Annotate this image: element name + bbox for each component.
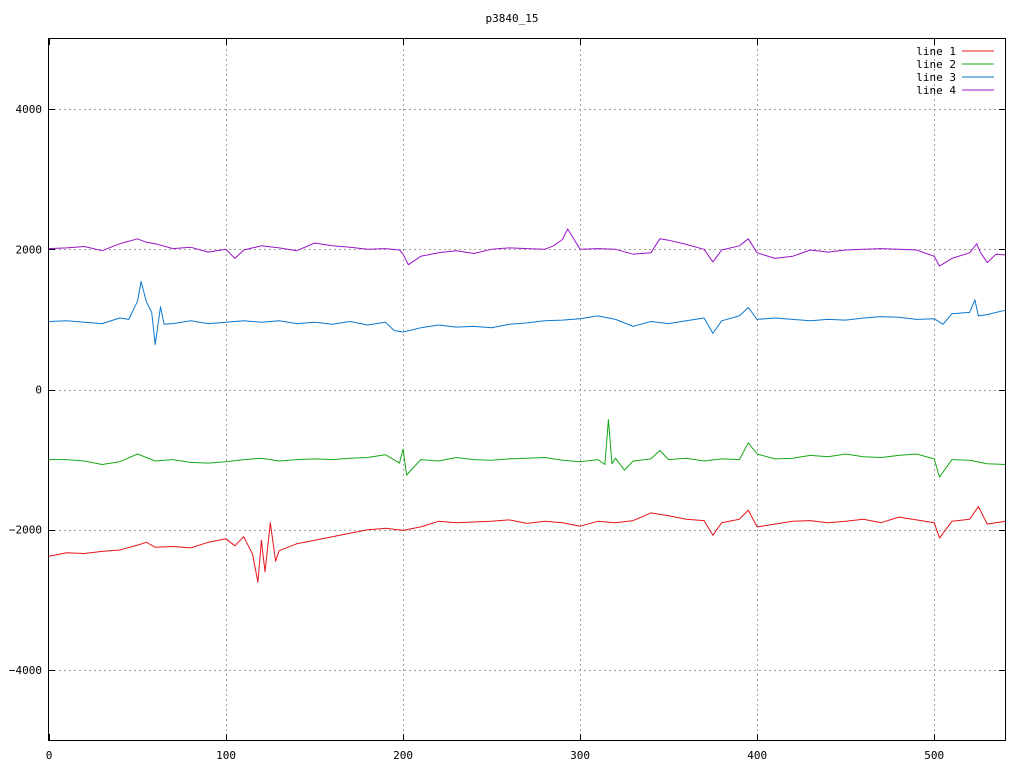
legend-label-1: line 1 [916, 45, 956, 58]
legend-label-3: line 3 [916, 71, 956, 84]
series-line-2 [49, 419, 1006, 478]
y-tick-label: 2000 [16, 243, 43, 256]
series-group [48, 228, 1006, 583]
y-tick-label: −2000 [9, 524, 42, 537]
x-tick-label: 500 [924, 749, 944, 762]
axis-ticks: 0 100 200 300 400 500 −4000 −2000 0 2000 4000 [9, 39, 1005, 762]
x-tick-label: 400 [747, 749, 767, 762]
x-tick-label: 200 [393, 749, 413, 762]
series-line-4 [48, 228, 1006, 267]
x-tick-label: 0 [46, 749, 53, 762]
y-tick-label: −4000 [9, 664, 42, 677]
series-line-3 [48, 281, 1006, 346]
x-tick-label: 100 [216, 749, 236, 762]
y-tick-label: 0 [35, 384, 42, 397]
grid [49, 39, 1005, 740]
y-tick-label: 4000 [16, 103, 43, 116]
legend-label-2: line 2 [916, 58, 956, 71]
chart-title: p3840_15 [486, 12, 539, 25]
series-line-1 [48, 506, 1006, 583]
legend-label-4: line 4 [916, 84, 956, 97]
x-tick-label: 300 [570, 749, 590, 762]
plot-frame [48, 38, 1006, 741]
